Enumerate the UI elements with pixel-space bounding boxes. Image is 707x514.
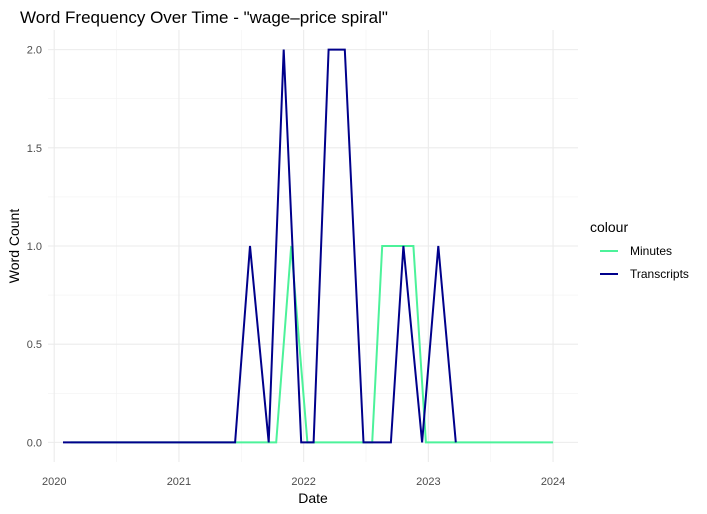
x-tick-label: 2021 bbox=[167, 476, 191, 488]
y-tick-label: 1.5 bbox=[27, 143, 42, 155]
y-tick-label: 1.0 bbox=[27, 241, 42, 253]
series-lines bbox=[63, 48, 554, 444]
series-line-transcripts bbox=[63, 48, 457, 444]
y-tick-labels: 0.0 0.5 1.0 1.5 2.0 bbox=[27, 45, 42, 450]
legend: colour Minutes Transcripts bbox=[590, 219, 689, 281]
legend-label-transcripts: Transcripts bbox=[630, 267, 689, 281]
legend-label-minutes: Minutes bbox=[630, 244, 672, 258]
y-axis-title: Word Count bbox=[6, 209, 22, 284]
chart-title: Word Frequency Over Time - "wage–price s… bbox=[20, 8, 388, 27]
x-tick-label: 2022 bbox=[291, 476, 315, 488]
y-tick-label: 0.0 bbox=[27, 437, 42, 449]
x-axis-title: Date bbox=[298, 490, 328, 506]
y-tick-label: 0.5 bbox=[27, 339, 42, 351]
x-tick-labels: 2020 2021 2022 2023 2024 bbox=[42, 476, 565, 488]
gridlines bbox=[48, 30, 578, 462]
x-tick-label: 2024 bbox=[541, 476, 565, 488]
x-tick-label: 2020 bbox=[42, 476, 66, 488]
legend-title: colour bbox=[590, 219, 628, 235]
x-tick-label: 2023 bbox=[416, 476, 440, 488]
y-tick-label: 2.0 bbox=[27, 45, 42, 57]
